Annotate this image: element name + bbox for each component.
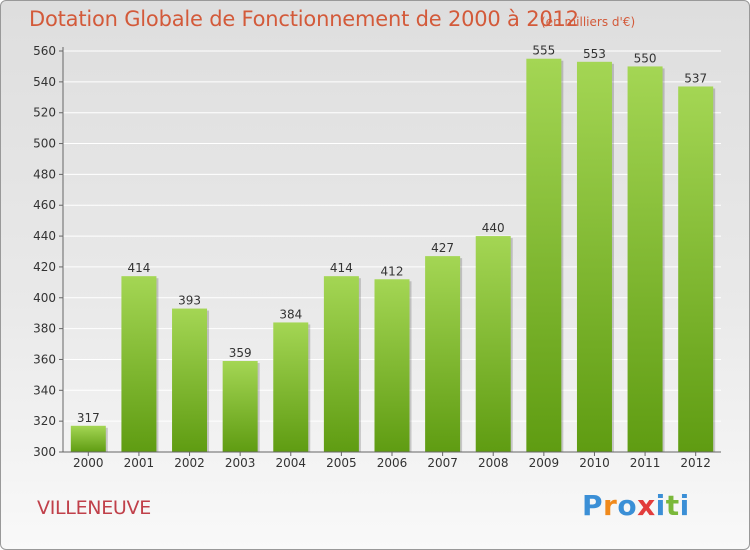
y-tick-label: 480	[33, 167, 56, 181]
bar-value-label: 537	[684, 71, 707, 85]
bar	[576, 61, 612, 453]
bar-value-label: 384	[279, 307, 302, 321]
x-tick-label: 2010	[579, 456, 610, 470]
x-tick-label: 2005	[326, 456, 357, 470]
bar-value-label: 414	[330, 261, 353, 275]
logo-letter: r	[603, 489, 618, 522]
y-tick-label: 500	[33, 137, 56, 151]
bar	[425, 256, 461, 452]
bar	[627, 66, 663, 452]
bar	[526, 58, 562, 452]
bar	[273, 322, 309, 452]
bar-value-label: 427	[431, 241, 454, 255]
y-tick-label: 400	[33, 291, 56, 305]
x-tick-label: 2008	[478, 456, 509, 470]
bar	[222, 361, 258, 452]
y-tick-label: 560	[33, 44, 56, 58]
logo-letter: x	[637, 489, 656, 522]
bar-value-label: 412	[381, 264, 404, 278]
y-tick-label: 440	[33, 229, 56, 243]
bar-value-label: 555	[532, 44, 555, 58]
bar-value-label: 317	[77, 411, 100, 425]
bar	[475, 236, 511, 452]
y-tick-label: 520	[33, 106, 56, 120]
bar	[70, 425, 106, 452]
y-tick-label: 460	[33, 198, 56, 212]
logo-letter: P	[582, 489, 604, 522]
bar	[121, 276, 157, 452]
y-tick-label: 420	[33, 260, 56, 274]
proxiti-logo[interactable]: Proxiti	[582, 489, 690, 522]
logo-letter: i	[679, 489, 690, 522]
chart-subtitle: (en milliers d'€)	[541, 15, 636, 29]
x-tick-label: 2012	[680, 456, 711, 470]
bar	[172, 308, 208, 452]
y-tick-label: 360	[33, 352, 56, 366]
x-tick-label: 2009	[529, 456, 560, 470]
y-tick-label: 340	[33, 383, 56, 397]
bar-value-label: 414	[127, 261, 150, 275]
x-tick-label: 2004	[275, 456, 306, 470]
y-tick-label: 320	[33, 414, 56, 428]
logo-letter: t	[665, 489, 680, 522]
axes: 300 320 340 360 380 400 420 440 460 480 500 520 540 5…	[33, 44, 721, 470]
x-tick-label: 2000	[73, 456, 104, 470]
x-tick-label: 2002	[174, 456, 205, 470]
x-tick-label: 2003	[225, 456, 256, 470]
y-tick-label: 540	[33, 75, 56, 89]
chart-title: Dotation Globale de Fonctionnement de 20…	[29, 7, 579, 31]
bar	[323, 276, 359, 452]
bars	[70, 58, 716, 453]
bar	[678, 86, 714, 452]
commune-name: VILLENEUVE	[37, 497, 151, 519]
bar-value-label: 550	[634, 51, 657, 65]
y-tick-label: 380	[33, 322, 56, 336]
bar-value-label: 359	[229, 346, 252, 360]
bar	[374, 279, 410, 452]
logo-letter: o	[617, 489, 638, 522]
logo-letter: i	[655, 489, 666, 522]
x-tick-label: 2007	[427, 456, 458, 470]
bar-value-label: 440	[482, 221, 505, 235]
y-tick-label: 300	[33, 445, 56, 459]
bar-value-label: 553	[583, 47, 606, 61]
bar-value-label: 393	[178, 294, 201, 308]
x-tick-label: 2001	[124, 456, 155, 470]
x-tick-label: 2011	[630, 456, 661, 470]
data-labels: 317 414 393 359 384 414 412 427 440 555 553 550 537	[77, 44, 707, 425]
x-tick-label: 2006	[377, 456, 408, 470]
